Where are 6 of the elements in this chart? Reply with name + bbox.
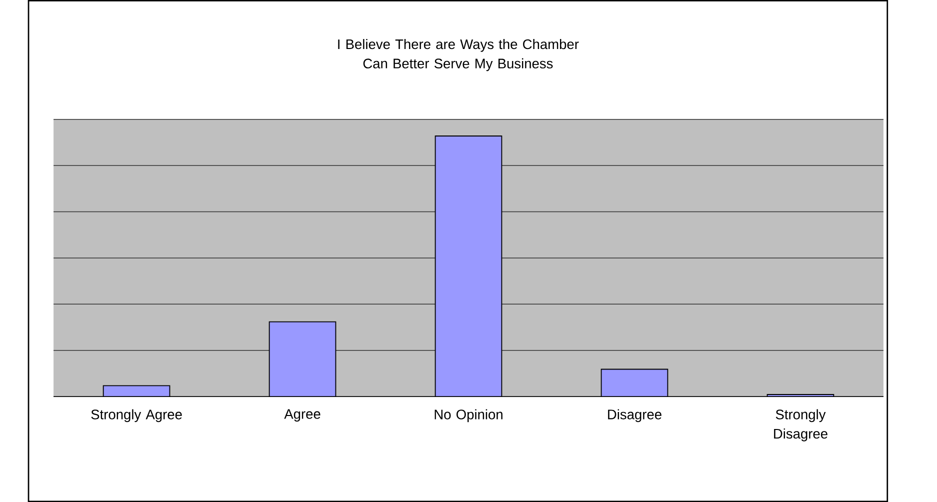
x-tick-label: Disagree [608, 409, 662, 422]
x-tick-label: Agree [284, 409, 320, 422]
x-tick-label: Strongly Agree [91, 409, 182, 422]
x-tick-label: No Opinion [434, 409, 502, 422]
x-tick-label: Strongly Disagree [774, 409, 828, 442]
chart-title: I Believe There are Ways the Chamber Can Better Serve My Business [338, 38, 579, 72]
